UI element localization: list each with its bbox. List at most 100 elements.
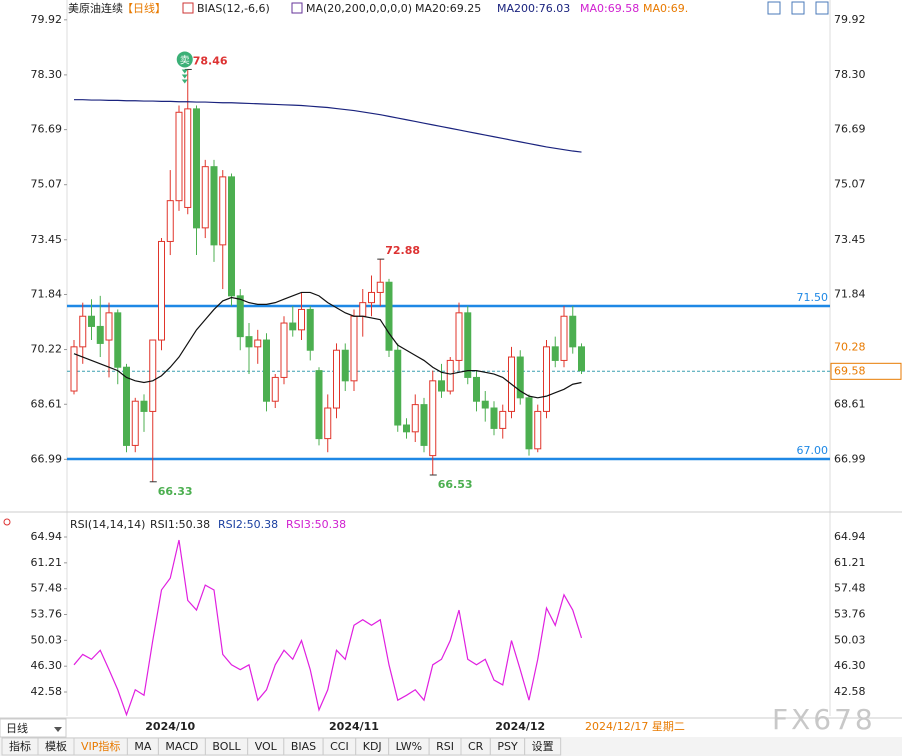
tab-label[interactable]: BOLL (212, 740, 241, 753)
candle-body (105, 312, 113, 341)
tab-label[interactable]: 指标 (9, 739, 31, 753)
y-tick-label: 79.92 (31, 13, 63, 26)
tab-label[interactable]: LW% (396, 740, 422, 753)
date-label: 2024/10 (145, 720, 195, 733)
candle-body (569, 315, 577, 348)
y-tick-label: 53.76 (31, 607, 63, 620)
icon[interactable] (791, 1, 805, 15)
candle-body (263, 339, 270, 402)
candle-body (149, 339, 157, 412)
y-tick-label: 50.03 (834, 633, 866, 646)
current-date: 2024/12/17 星期二 (585, 720, 685, 733)
extreme-label: 78.46 (193, 54, 228, 67)
candle-body (79, 315, 87, 348)
y-tick-label: 46.30 (834, 659, 866, 672)
tab-label[interactable]: PSY (497, 740, 518, 753)
candle-body (411, 404, 419, 433)
bias-icon[interactable] (182, 2, 194, 14)
ma-line (73, 291, 582, 399)
ma-line (74, 99, 582, 153)
y-tick-label: 73.45 (31, 233, 63, 246)
candle-body (534, 410, 542, 450)
candle-body (560, 315, 568, 361)
candle-body (446, 359, 454, 392)
tab-label[interactable]: MACD (165, 740, 198, 753)
ma0-label: MA0:69. (643, 2, 688, 15)
period-tab-label[interactable]: 日线 (6, 721, 28, 735)
y-tick-label: 79.92 (834, 13, 866, 26)
period-tab[interactable] (0, 718, 67, 738)
signal-arrow (181, 69, 188, 74)
signal-arrow (181, 79, 188, 84)
y-tick-label: 57.48 (834, 582, 866, 595)
candle-body (551, 346, 559, 361)
tab-label[interactable]: MA (134, 740, 151, 753)
ma-icon[interactable] (291, 2, 303, 14)
candle-body (464, 312, 472, 378)
candle-body (385, 281, 393, 351)
window-icons[interactable] (767, 1, 829, 15)
period: 【日线】 (122, 1, 166, 15)
candle-body (438, 380, 445, 392)
last-price-label: 69.58 (834, 364, 866, 377)
rsi-legend: RSI3:50.38 (286, 518, 346, 531)
ma200-label: MA200:76.03 (497, 2, 570, 15)
candle-body (543, 346, 550, 412)
icon[interactable] (767, 1, 781, 15)
y-tick-label: 70.22 (31, 343, 63, 356)
date-label: 2024/12 (495, 720, 545, 733)
date-label: 2024/11 (329, 720, 379, 733)
tab-label[interactable]: VIP指标 (81, 739, 120, 753)
candle-body (455, 312, 463, 361)
y-tick-label: 64.94 (834, 530, 866, 543)
y-tick-label: 76.69 (834, 123, 866, 136)
y-tick-label: 75.07 (834, 178, 866, 191)
y-tick-label: 66.99 (834, 452, 866, 465)
candle-body (341, 349, 349, 382)
y-tick-label: 66.99 (31, 452, 63, 465)
y-tick-label: 75.07 (31, 178, 63, 191)
candle-body (306, 308, 314, 351)
candle-body (88, 315, 95, 327)
sell-signal[interactable] (176, 51, 193, 68)
candle-body (298, 308, 305, 331)
candle-body (473, 376, 480, 402)
candle-body (315, 370, 323, 440)
dropdown-arrow (54, 727, 62, 732)
candle-body (114, 312, 122, 368)
tab[interactable] (524, 737, 562, 756)
candle-body (254, 339, 262, 348)
y-tick-label: 42.58 (834, 685, 866, 698)
tab-label[interactable]: CR (468, 740, 484, 753)
price-tag-box (831, 339, 901, 356)
icon[interactable] (815, 1, 829, 15)
candle-body (280, 322, 288, 378)
candle-body (333, 349, 340, 409)
bias-label: BIAS(12,-6,6) (197, 2, 270, 15)
rsi-icon[interactable] (3, 518, 11, 526)
tab-label[interactable]: 模板 (45, 739, 67, 753)
candle-body (394, 349, 402, 426)
candle-body (210, 166, 218, 246)
tab-label[interactable]: 设置 (532, 740, 554, 753)
y-tick-label: 50.03 (31, 633, 63, 646)
candle-body (578, 346, 585, 372)
rsi-title: RSI(14,14,14) (70, 518, 145, 531)
ma-label: MA(20,200,0,0,0,0) (306, 2, 412, 15)
candle-body (96, 325, 104, 344)
candle-body (158, 240, 165, 341)
tab-label[interactable]: CCI (330, 740, 349, 753)
tab-label[interactable]: VOL (255, 740, 278, 753)
rsi-line (73, 539, 583, 717)
candle-body (420, 404, 428, 446)
y-tick-label: 73.45 (834, 233, 866, 246)
tab-label[interactable]: RSI (436, 740, 454, 753)
y-tick-label: 78.30 (834, 68, 866, 81)
candle-body (175, 111, 183, 202)
tab-label[interactable]: BIAS (291, 740, 316, 753)
y-tick-label: 42.58 (31, 685, 63, 698)
candle-body (236, 295, 244, 338)
candle-body (166, 200, 174, 242)
tab-label[interactable]: KDJ (363, 740, 382, 753)
candle-body (376, 281, 384, 293)
